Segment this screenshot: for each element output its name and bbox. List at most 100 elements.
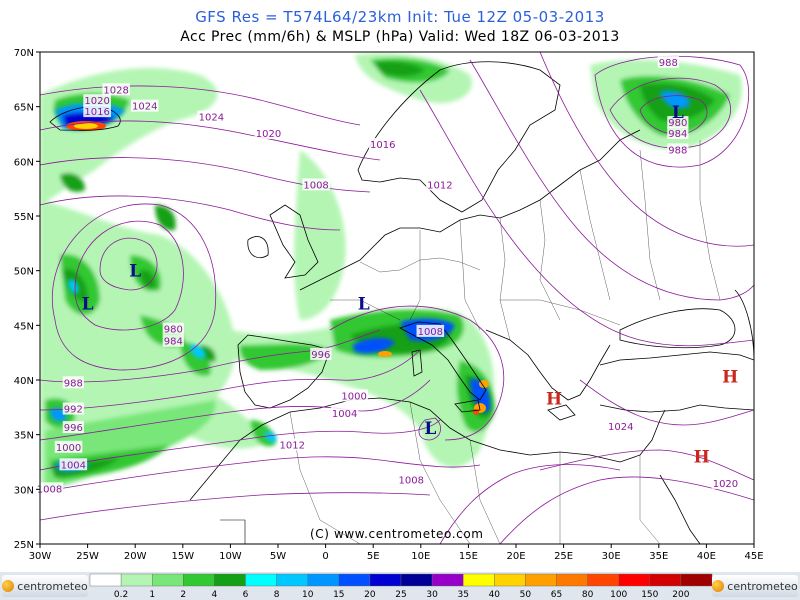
legend-label: 15	[333, 590, 344, 600]
logo-sun-icon	[2, 580, 15, 592]
isobar-label: 996	[311, 350, 330, 361]
isobar-label: 1004	[332, 409, 357, 420]
lat-tick-label: 55N	[14, 212, 34, 223]
isobar-label-bg	[62, 421, 84, 434]
isobar-label: 1020	[256, 129, 281, 140]
isobar-label: 1004	[61, 460, 86, 471]
legend-swatch	[369, 573, 402, 587]
isobar-label: 988	[668, 145, 687, 156]
centrometeo-logo-right[interactable]: centrometeo	[712, 575, 798, 597]
isobar-label: 1008	[37, 484, 62, 495]
isobar-label-bg	[340, 389, 368, 402]
isobar-label-bg	[711, 476, 740, 489]
legend-swatch	[525, 573, 557, 587]
isobar-label: 1012	[280, 441, 305, 452]
isobar-label-bg	[83, 94, 111, 107]
isobar-label: 988	[659, 58, 678, 69]
legend-swatch	[276, 573, 308, 587]
isobars-layer	[40, 52, 754, 544]
legend-label: 4	[212, 590, 218, 600]
lon-tick-label: 10W	[219, 551, 242, 562]
legend-swatch	[649, 573, 682, 587]
lon-tick-label: 15W	[171, 551, 194, 562]
low-pressure-marker: L	[672, 103, 684, 123]
legend-label: 8	[274, 590, 280, 600]
chart-title: GFS Res = T574L64/23km Init: Tue 12Z 05-…	[195, 8, 605, 26]
lat-tick-label: 35N	[14, 431, 34, 442]
centrometeo-logo-left[interactable]: centrometeo	[2, 575, 88, 597]
legend-label: 30	[426, 590, 438, 600]
isobar-label-bg	[35, 482, 64, 495]
isobar-label-bg	[278, 438, 307, 451]
isobar-label-bg	[54, 440, 83, 453]
low-pressure-marker: L	[82, 294, 94, 314]
isobar-label-bg	[197, 110, 226, 123]
isobar-label: 1024	[608, 422, 633, 433]
isobar-label: 1008	[399, 476, 424, 487]
legend-swatch	[400, 573, 433, 587]
isobar-label: 996	[64, 423, 83, 434]
lon-tick-label: 20W	[124, 551, 147, 562]
legend-label: 80	[582, 590, 594, 600]
isobar-label-bg	[667, 127, 689, 139]
lon-tick-label: 5E	[367, 551, 380, 562]
isobar-label: 1024	[132, 102, 157, 113]
lon-tick-label: 45E	[744, 551, 763, 562]
isobar-label: 984	[164, 337, 183, 348]
isobar-label-bg	[162, 322, 184, 335]
isobar-label-bg	[397, 473, 426, 486]
chart-subtitle: Acc Prec (mm/6h) & MSLP (hPa) Valid: Wed…	[180, 29, 620, 45]
isobar-label: 1008	[418, 327, 443, 338]
lon-tick-label: 20E	[506, 551, 525, 562]
isobar-label-bg	[606, 420, 635, 433]
isobar-label-bg	[657, 55, 679, 68]
latitude-axis: 70N 65N 60N 55N 50N 45N 40N 35N 30N 25N	[14, 48, 40, 551]
isobar-labels: 1028102410241020101610201016101210089889…	[35, 55, 740, 495]
legend-label: 2	[180, 590, 186, 600]
isobar-label-bg	[83, 105, 111, 118]
lon-tick-label: 25W	[76, 551, 99, 562]
isobar-label: 992	[64, 405, 83, 416]
isobar-label: 1016	[370, 140, 395, 151]
lat-tick-label: 25N	[14, 540, 34, 551]
isobar-label-bg	[162, 334, 184, 347]
isobar-label: 1024	[199, 113, 224, 124]
legend-swatch	[120, 573, 153, 587]
longitude-axis: 30W 25W 20W 15W 10W 5W 0 5E 10E 15E 20E 25E 30E 35E 40…	[29, 544, 764, 562]
lat-tick-label: 65N	[14, 103, 34, 114]
legend-swatch	[151, 573, 184, 587]
legend-label: 40	[489, 590, 501, 600]
lon-tick-label: 35E	[649, 551, 668, 562]
legend-label: 200	[672, 590, 689, 600]
lon-tick-label: 40E	[697, 551, 716, 562]
legend-label: 100	[610, 590, 627, 600]
logo-text: centrometeo	[17, 579, 88, 593]
logo-sun-icon	[712, 580, 725, 592]
copyright-text: (C) www.centrometeo.com	[310, 527, 484, 541]
legend-label: 25	[395, 590, 406, 600]
lat-tick-label: 60N	[14, 157, 34, 168]
precipitation-layer	[40, 53, 742, 490]
isobar-label: 988	[64, 378, 83, 389]
lon-tick-label: 5W	[270, 551, 286, 562]
legend-swatch	[214, 573, 246, 587]
legend-label: 150	[641, 590, 658, 600]
isobar-label: 984	[668, 129, 687, 140]
isobar-label-bg	[330, 406, 359, 419]
high-pressure-marker: H	[722, 368, 738, 388]
isobar-label-bg	[62, 376, 84, 389]
pressure-centers: L L L L L H H H	[82, 103, 739, 467]
legend-swatch	[556, 573, 588, 587]
lat-tick-label: 50N	[14, 267, 34, 278]
isobar-label-bg	[416, 324, 445, 337]
lat-tick-label: 45N	[14, 321, 34, 332]
logo-text: centrometeo	[727, 579, 798, 593]
legend-swatch	[338, 573, 371, 587]
isobar-label: 1000	[56, 443, 81, 454]
isobar-label-bg	[368, 137, 397, 150]
legend-colorbar: 0.2 1 2 4 6 8 10 15 20 25 30 35 40 50 65 80 100 150 200	[89, 573, 713, 600]
isobar-label-bg	[62, 402, 84, 415]
legend-swatch	[183, 573, 215, 587]
lat-tick-label: 40N	[14, 376, 34, 387]
legend-swatch	[618, 573, 651, 587]
